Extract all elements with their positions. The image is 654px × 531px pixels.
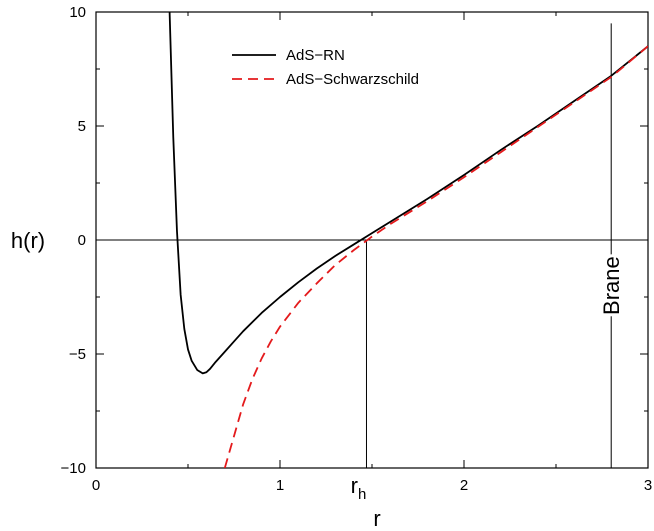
x-axis-label: r [373, 506, 380, 531]
legend: AdS−RN AdS−Schwarzschild [232, 47, 419, 88]
y-tick-label: −10 [61, 460, 86, 477]
x-tick-label: 2 [460, 477, 468, 494]
ticks [95, 11, 649, 469]
x-tick-label: 1 [276, 477, 284, 494]
legend-label-ads-schwarzschild: AdS−Schwarzschild [286, 71, 419, 88]
series-line-ads-rn [168, 12, 648, 375]
y-tick-label: 5 [78, 118, 86, 135]
reference-lines [96, 23, 648, 468]
y-axis-label: h(r) [11, 228, 45, 253]
x-tick-label: 0 [92, 477, 100, 494]
legend-label-ads-rn: AdS−RN [286, 47, 345, 64]
y-tick-label: −5 [69, 346, 86, 363]
annotations: rh Brane [351, 253, 628, 503]
tick-labels: 0 1 2 3 −10 −5 0 5 10 [61, 4, 653, 494]
x-tick-label: 3 [644, 477, 652, 494]
horizon-label: rh [351, 473, 367, 503]
series-group [168, 12, 648, 468]
y-tick-label: 0 [78, 232, 86, 249]
series-line-ads-schwarzschild [223, 45, 648, 468]
brane-label: Brane [599, 256, 624, 315]
y-tick-label: 10 [69, 4, 86, 21]
